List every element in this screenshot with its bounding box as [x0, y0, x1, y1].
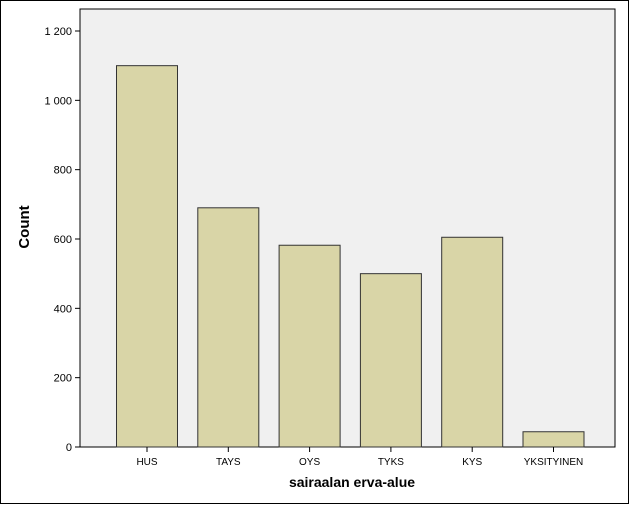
bar-tays — [197, 207, 260, 448]
y-tick-label: 600 — [54, 234, 72, 246]
bar-oys — [278, 244, 341, 448]
bar-kys — [441, 236, 504, 448]
bars-group — [116, 65, 585, 448]
bar-tyks — [359, 273, 422, 448]
x-tick-label: HUS — [136, 457, 157, 468]
y-tick-label: 800 — [54, 165, 72, 177]
y-axis-label: Count — [16, 205, 33, 248]
y-tick-label: 0 — [66, 442, 72, 454]
x-tick-label: OYS — [299, 457, 320, 468]
bar-yksityinen — [522, 431, 585, 448]
bar-hus — [116, 65, 178, 448]
y-axis-ticks: 0 200 400 600 800 1 000 1 200 — [44, 26, 80, 454]
x-tick-label: KYS — [462, 457, 482, 468]
y-tick-label: 1 200 — [44, 26, 72, 38]
y-tick-label: 1 000 — [44, 95, 72, 107]
x-axis-ticks: HUS TAYS OYS TYKS KYS YKSITYINEN — [136, 447, 583, 468]
x-axis-label: sairaalan erva-alue — [289, 474, 415, 490]
x-tick-label: TYKS — [378, 457, 404, 468]
x-tick-label: YKSITYINEN — [524, 457, 583, 468]
x-tick-label: TAYS — [216, 457, 241, 468]
y-tick-label: 200 — [54, 373, 72, 385]
y-tick-label: 400 — [54, 303, 72, 315]
